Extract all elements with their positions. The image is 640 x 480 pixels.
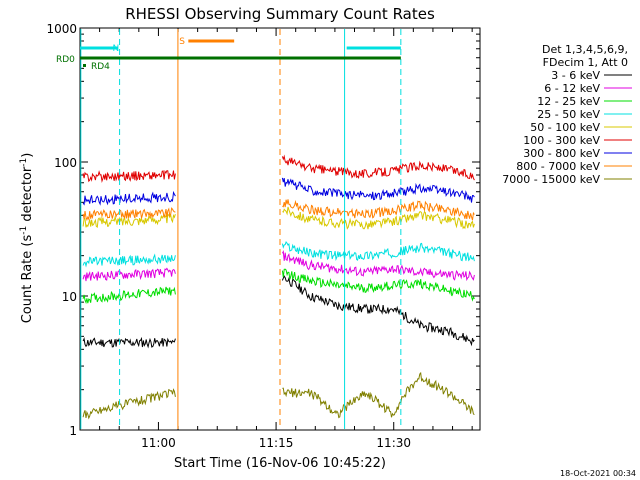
series-6 [82,177,475,206]
legend-entry-label: 3 - 6 keV [551,69,600,82]
series-line-pre-gap [82,169,176,183]
n-label: N [113,44,120,54]
series-7 [82,199,475,222]
y-tick-label: 100 [54,156,77,170]
series-line-pre-gap [82,336,176,349]
y-tick-label: 10 [62,290,77,304]
x-tick-label: 11:15 [259,436,294,450]
legend-entry-label: 7000 - 15000 keV [502,173,600,186]
legend-entry-label: 12 - 25 keV [537,95,600,108]
series-line-post-gap [282,199,475,221]
series-line-pre-gap [82,286,176,305]
series-0 [82,275,475,349]
series-line-post-gap [281,268,475,302]
series-line-pre-gap [82,253,176,268]
series-1 [82,249,475,282]
legend-header-line: Det 1,3,4,5,6,9, [542,43,628,56]
series-line-post-gap [281,249,475,282]
legend-entry-label: 25 - 50 keV [537,108,600,121]
s-label: S [179,37,185,47]
series-line-post-gap [281,177,475,203]
plot-area [80,29,475,429]
legend: Det 1,3,4,5,6,9,FDecim 1, Att 03 - 6 keV… [502,43,632,186]
series-4 [82,206,475,230]
legend-entry-label: 50 - 100 keV [530,121,600,134]
x-tick-label: 11:00 [141,436,176,450]
series-line-pre-gap [82,213,176,228]
series-8 [82,371,475,420]
series-5 [82,154,475,183]
series-2 [82,268,475,305]
rd4-label: RD4 [91,62,110,72]
plot-frame [79,27,481,431]
x-axis-label: Start Time (16-Nov-06 10:45:22) [174,456,386,471]
axes: 1 10 100 1000 11:00 11:15 11:30 [46,22,481,450]
series-line-pre-gap [82,190,176,206]
series-line-pre-gap [82,388,176,420]
timestamp: 18-Oct-2021 00:34 [560,469,636,478]
y-tick-label: 1000 [46,22,77,36]
y-tick-label: 1 [69,424,77,438]
series-3 [82,240,475,268]
series-line-post-gap [281,154,475,181]
series-line-post-gap [282,371,475,419]
x-tick-label: 11:30 [376,436,411,450]
legend-entry-label: 100 - 300 keV [523,134,600,147]
legend-entry-label: 300 - 800 keV [523,147,600,160]
series-line-post-gap [282,206,475,230]
series-line-post-gap [281,275,475,347]
series-line-pre-gap [82,267,176,282]
series-line-post-gap [281,240,475,262]
legend-header-line: FDecim 1, Att 0 [543,56,628,69]
rd0-label: RD0 [56,55,75,65]
series-line-pre-gap [82,207,176,222]
chart-title: RHESSI Observing Summary Count Rates [125,5,435,23]
y-axis-label: Count Rate (s-1 detector-1) [19,153,35,324]
rd4-marker [83,64,86,67]
legend-entry-label: 800 - 7000 keV [516,160,600,173]
legend-entry-label: 6 - 12 keV [544,82,600,95]
